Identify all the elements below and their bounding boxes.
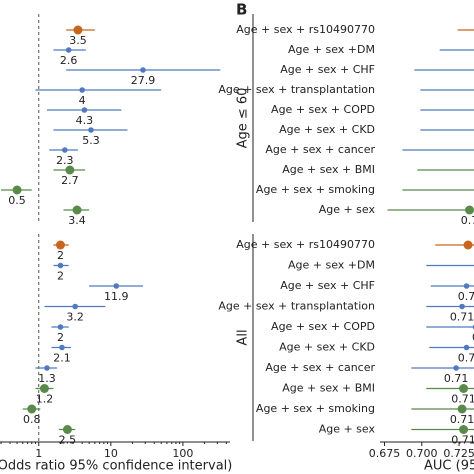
point: [72, 205, 82, 215]
value-label: 2: [57, 249, 64, 262]
value-label: 0.71: [444, 372, 469, 385]
value-label: 2: [57, 270, 64, 283]
row-label: Age + sex + rs10490770: [236, 238, 375, 251]
point: [62, 147, 68, 153]
value-label: 2.5: [59, 434, 77, 447]
point: [55, 240, 65, 250]
point: [59, 344, 65, 351]
value-label: 0.7: [458, 352, 474, 365]
row-label: Age + sex +DM: [288, 259, 375, 272]
row-label: Age + sex + cancer: [265, 143, 375, 156]
value-label: 0: [472, 331, 474, 344]
row-label: Age + sex + CKD: [279, 123, 375, 136]
value-label: 0.7: [461, 214, 474, 227]
plot-area: 0.7 0.71 0 0.7 0.71 0.71 0.71 0.71: [411, 240, 474, 447]
point: [140, 67, 146, 73]
point: [44, 365, 50, 371]
row-label: Age + sex + transplantation: [218, 300, 375, 313]
row-label: Age + sex + smoking: [256, 402, 375, 415]
row-label: Age + sex + rs10490770: [236, 23, 375, 36]
point: [457, 404, 467, 414]
point: [459, 384, 469, 393]
x-axis-label: AUC (95%: [424, 459, 474, 474]
facet-label: Age ≤ 60: [236, 88, 251, 149]
point: [62, 425, 72, 434]
point: [88, 127, 94, 133]
row-label: Age + sex + CHF: [280, 63, 375, 76]
value-label: 3.5: [69, 34, 87, 47]
plot-area: 0.7: [387, 29, 474, 227]
point: [459, 303, 465, 310]
value-label: 0.71: [451, 434, 474, 447]
row-label: Age + sex + COPD: [271, 320, 375, 333]
value-label: 0.71: [451, 393, 474, 406]
x-axis-label: Odds ratio 95% confidence interval): [0, 459, 232, 474]
point: [72, 303, 78, 310]
value-label: 0.7: [458, 290, 474, 303]
point: [57, 262, 64, 269]
value-label: 2.6: [60, 54, 78, 67]
value-label: 2.7: [61, 174, 79, 187]
value-label: 0.8: [23, 413, 41, 426]
value-label: 2: [57, 331, 64, 344]
x-tick-label: 10: [104, 447, 118, 460]
value-label: 4: [79, 94, 86, 107]
row-label: Age + sex + cancer: [265, 361, 375, 374]
value-label: 0.5: [8, 194, 26, 207]
point: [57, 324, 64, 330]
value-label: 4.3: [76, 114, 94, 127]
point: [463, 283, 470, 289]
row-label: Age + sex + smoking: [256, 183, 375, 196]
value-label: 2.3: [56, 154, 74, 167]
value-label: 1.3: [38, 372, 56, 385]
point: [81, 107, 88, 113]
row-label: Age + sex + BMI: [282, 163, 375, 176]
row-label: Age + sex + BMI: [282, 382, 375, 395]
value-label: 3.4: [68, 214, 86, 227]
point: [73, 25, 83, 35]
row-label: Age + sex + CHF: [280, 279, 375, 292]
value-label: 27.9: [131, 74, 156, 87]
x-tick-label: 0.675: [369, 447, 401, 460]
value-label: 5.3: [82, 134, 100, 147]
x-tick-label: 0.700: [406, 447, 438, 460]
value-label: 0.71: [450, 311, 474, 324]
x-tick-label: 0.725: [443, 447, 474, 460]
row-label: Age + sex +DM: [288, 43, 375, 56]
point: [459, 425, 469, 434]
point: [65, 47, 72, 53]
point: [463, 240, 473, 250]
point: [27, 404, 37, 414]
point: [79, 87, 85, 93]
panel-label: B: [236, 1, 247, 19]
row-label: Age + sex + transplantation: [218, 83, 375, 96]
point: [463, 344, 470, 351]
point: [113, 283, 120, 289]
value-label: 3.2: [66, 311, 84, 324]
point: [12, 185, 22, 195]
point: [65, 165, 75, 175]
point: [453, 365, 459, 371]
row-label: Age + sex + CKD: [279, 341, 375, 354]
facet-label: All: [236, 329, 251, 345]
point: [39, 384, 49, 393]
x-tick-label: 100: [172, 447, 193, 460]
value-label: 0.71: [450, 413, 474, 426]
value-label: 11.9: [104, 290, 129, 303]
row-label: Age + sex: [319, 203, 376, 216]
x-tick-label: 1: [35, 447, 42, 460]
plot-area: 3.5 2.6 27.9 4 4.3 5.3 2.3 2.7 0.5 3.4: [1, 14, 221, 227]
value-label: 2.1: [53, 352, 71, 365]
row-label: Age + sex: [319, 423, 376, 436]
row-label: Age + sex + COPD: [271, 103, 375, 116]
value-label: 1.2: [36, 393, 54, 406]
point: [465, 205, 474, 215]
